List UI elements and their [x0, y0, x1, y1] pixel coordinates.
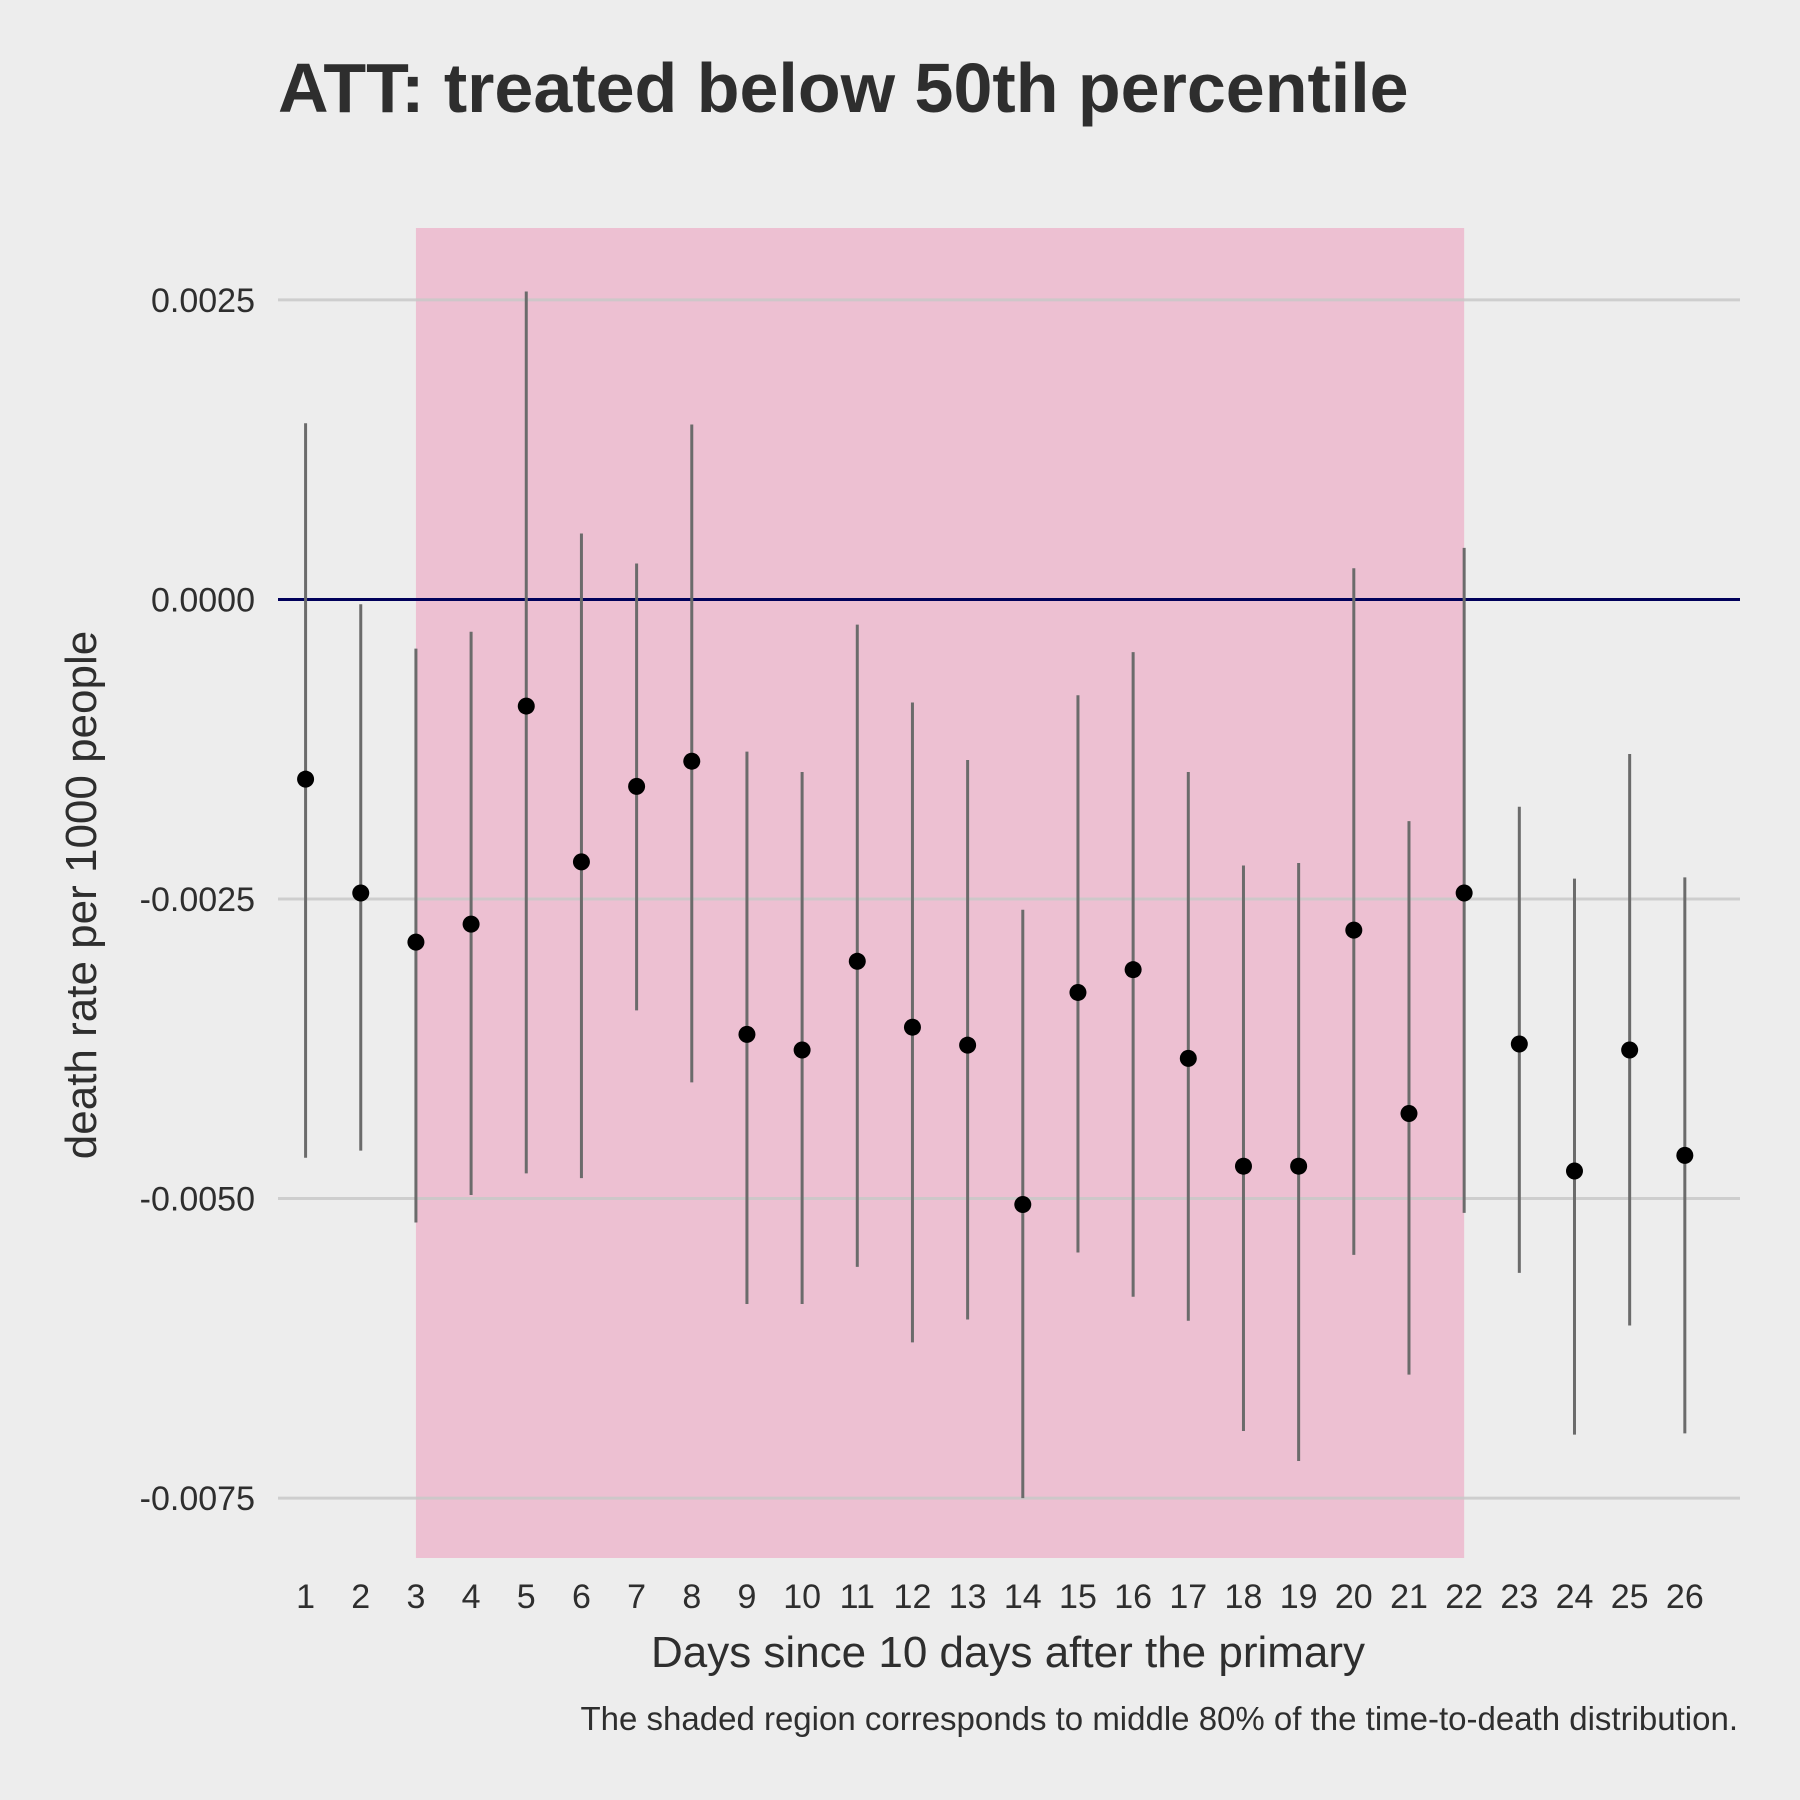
chart-title: ATT: treated below 50th percentile [278, 49, 1409, 127]
data-point [1510, 1035, 1528, 1053]
x-tick-label: 23 [1500, 1578, 1538, 1616]
data-point [1621, 1041, 1639, 1059]
data-point [793, 1041, 811, 1059]
x-tick-label: 3 [406, 1578, 425, 1616]
x-tick-label: 6 [572, 1578, 591, 1616]
x-tick-labels: 1 2 3 4 5 6 7 8 9 10 11 12 13 14 15 16 17 18 19 20 21 22 23 24 2… [296, 1578, 1704, 1616]
x-tick-label: 18 [1225, 1578, 1263, 1616]
x-tick-label: 15 [1059, 1578, 1097, 1616]
x-tick-label: 4 [462, 1578, 481, 1616]
x-tick-label: 17 [1169, 1578, 1207, 1616]
x-tick-label: 2 [351, 1578, 370, 1616]
y-tick-label: -0.0050 [140, 1181, 255, 1219]
shaded-region [415, 228, 1465, 1558]
data-point [1676, 1146, 1694, 1164]
chart-caption: The shaded region corresponds to middle … [581, 1700, 1739, 1737]
data-point [738, 1025, 756, 1043]
data-point [297, 770, 315, 788]
data-point [352, 884, 370, 902]
data-point [1234, 1157, 1252, 1175]
data-point [1014, 1196, 1032, 1214]
y-tick-label: 0.0000 [151, 581, 255, 619]
y-tick-label: -0.0025 [140, 881, 255, 919]
data-point [1290, 1157, 1308, 1175]
x-tick-label: 24 [1556, 1578, 1594, 1616]
data-point [462, 915, 480, 933]
x-tick-label: 11 [840, 1578, 875, 1616]
y-tick-label: 0.0025 [151, 282, 255, 320]
x-tick-label: 8 [682, 1578, 701, 1616]
y-axis-label: death rate per 1000 people [57, 631, 106, 1159]
data-point [1069, 983, 1087, 1001]
data-point [1565, 1162, 1583, 1180]
x-tick-label: 26 [1666, 1578, 1704, 1616]
x-axis-label: Days since 10 days after the primary [651, 1628, 1365, 1677]
x-tick-label: 10 [783, 1578, 821, 1616]
x-tick-label: 20 [1335, 1578, 1373, 1616]
data-point [683, 752, 701, 770]
data-point [572, 853, 590, 871]
data-point [903, 1018, 921, 1036]
data-point [1124, 961, 1142, 979]
shaded-region-layer [415, 228, 1465, 1558]
x-tick-label: 13 [949, 1578, 987, 1616]
data-point [1179, 1049, 1197, 1067]
y-tick-labels: 0.0025 0.0000 -0.0025 -0.0050 -0.0075 [140, 282, 255, 1518]
data-point [1345, 921, 1363, 939]
x-tick-label: 7 [627, 1578, 646, 1616]
data-point [848, 952, 866, 970]
x-tick-label: 21 [1390, 1578, 1428, 1616]
data-point [1455, 884, 1473, 902]
x-tick-label: 14 [1004, 1578, 1042, 1616]
x-tick-label: 12 [894, 1578, 932, 1616]
point-layer [297, 697, 1694, 1214]
x-tick-label: 16 [1114, 1578, 1152, 1616]
x-tick-label: 25 [1611, 1578, 1649, 1616]
x-tick-label: 19 [1280, 1578, 1318, 1616]
data-point [959, 1036, 977, 1054]
x-tick-label: 5 [517, 1578, 536, 1616]
x-tick-label: 9 [737, 1578, 756, 1616]
y-tick-label: -0.0075 [140, 1480, 255, 1518]
data-point [407, 933, 425, 951]
data-point [1400, 1104, 1418, 1122]
x-tick-label: 22 [1445, 1578, 1483, 1616]
x-tick-label: 1 [296, 1578, 315, 1616]
data-point [517, 697, 535, 715]
data-point [628, 777, 646, 795]
